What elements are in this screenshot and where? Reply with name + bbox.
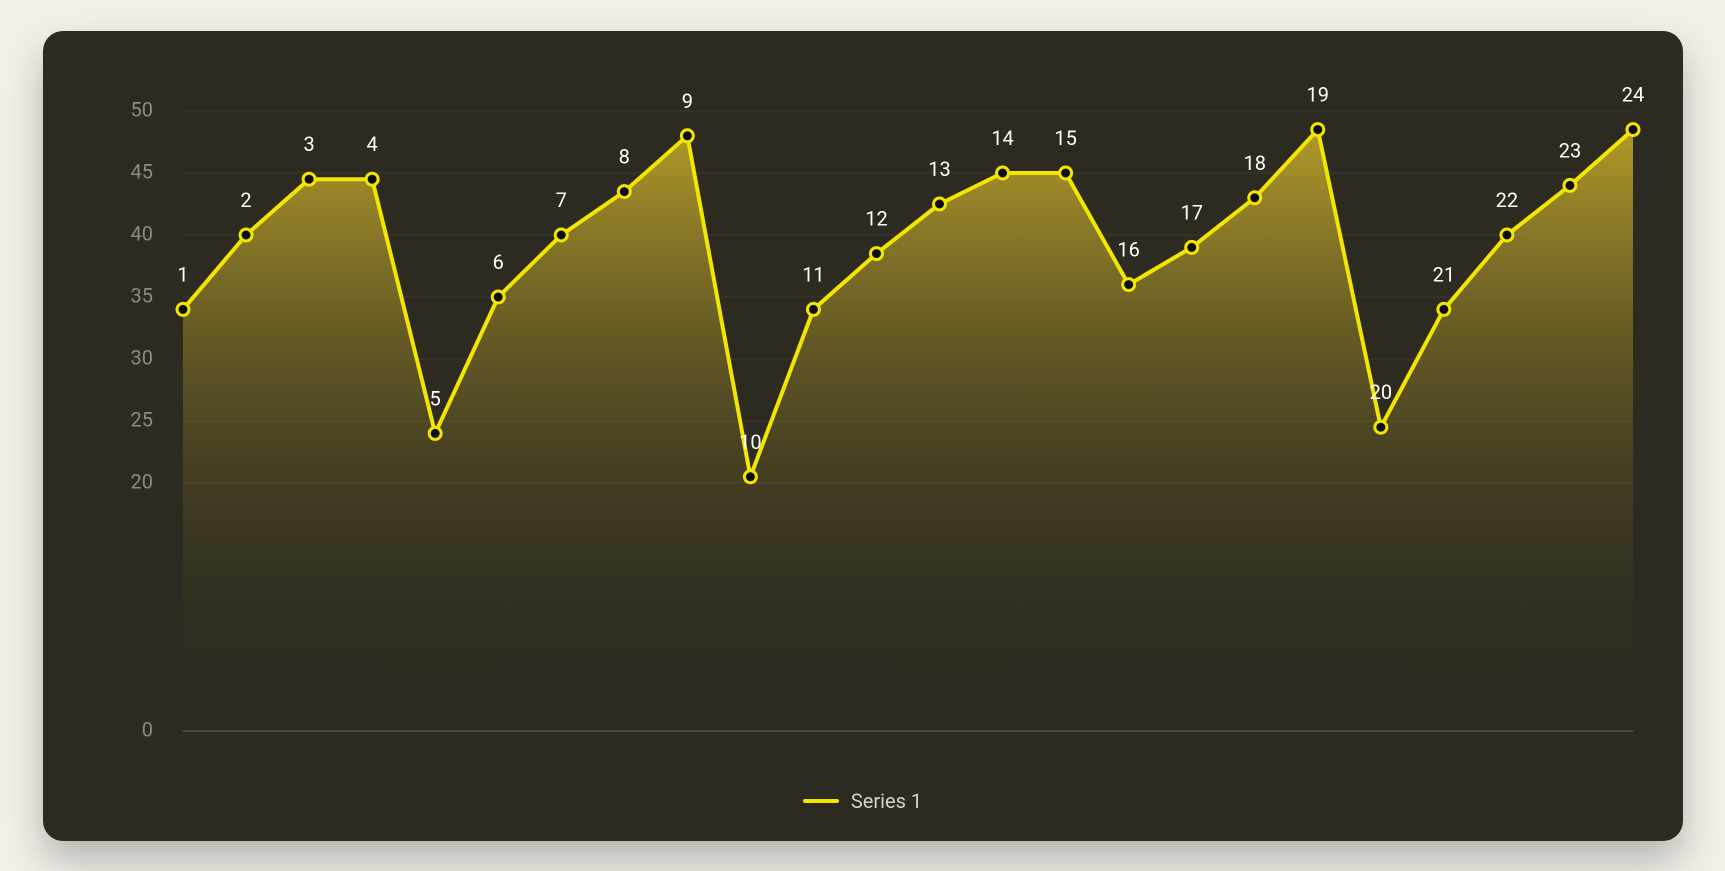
- data-point-label: 17: [1180, 200, 1202, 224]
- data-point-marker: [870, 247, 882, 259]
- data-point-marker: [1563, 179, 1575, 191]
- data-point-label: 15: [1054, 126, 1076, 150]
- data-point-label: 2: [240, 188, 251, 212]
- data-point-label: 4: [366, 132, 377, 156]
- data-point-label: 22: [1495, 188, 1517, 212]
- data-point-marker: [1437, 303, 1449, 315]
- y-axis-tick-label: 0: [141, 717, 152, 741]
- data-point-marker: [933, 198, 945, 210]
- data-point-marker: [1311, 123, 1323, 135]
- data-point-label: 18: [1243, 150, 1265, 174]
- legend-swatch: [803, 799, 839, 803]
- data-point-marker: [1122, 278, 1134, 290]
- data-point-marker: [429, 427, 441, 439]
- legend-label: Series 1: [851, 789, 922, 813]
- data-point-marker: [555, 229, 567, 241]
- data-point-label: 14: [991, 126, 1013, 150]
- y-axis-tick-label: 25: [130, 407, 152, 431]
- data-point-label: 6: [492, 250, 503, 274]
- data-point-label: 3: [303, 132, 314, 156]
- chart-card: 0202530354045501234567891011121314151617…: [43, 31, 1683, 841]
- data-point-label: 10: [739, 429, 761, 453]
- data-point-label: 13: [928, 157, 950, 181]
- data-point-label: 8: [618, 144, 629, 168]
- data-point-label: 20: [1369, 380, 1391, 404]
- y-axis-tick-label: 45: [130, 159, 152, 183]
- data-point-marker: [681, 129, 693, 141]
- data-point-label: 5: [429, 386, 440, 410]
- chart-legend: Series 1: [43, 789, 1683, 813]
- y-axis-tick-label: 50: [130, 97, 152, 121]
- data-point-marker: [996, 167, 1008, 179]
- data-point-label: 23: [1558, 138, 1580, 162]
- data-point-marker: [303, 173, 315, 185]
- data-point-marker: [1248, 191, 1260, 203]
- data-point-marker: [618, 185, 630, 197]
- data-point-label: 12: [865, 206, 887, 230]
- data-point-marker: [1059, 167, 1071, 179]
- data-point-marker: [366, 173, 378, 185]
- series-area: [183, 129, 1633, 730]
- data-point-label: 9: [681, 88, 692, 112]
- data-point-marker: [1627, 123, 1639, 135]
- y-axis-tick-label: 40: [130, 221, 152, 245]
- data-point-marker: [807, 303, 819, 315]
- data-point-label: 19: [1306, 82, 1328, 106]
- data-point-label: 24: [1621, 82, 1643, 106]
- data-point-label: 11: [802, 262, 824, 286]
- data-point-marker: [177, 303, 189, 315]
- data-point-label: 21: [1432, 262, 1454, 286]
- data-point-marker: [240, 229, 252, 241]
- y-axis-tick-label: 35: [130, 283, 152, 307]
- data-point-marker: [492, 291, 504, 303]
- data-point-marker: [1500, 229, 1512, 241]
- data-point-label: 1: [177, 262, 188, 286]
- y-axis-tick-label: 30: [130, 345, 152, 369]
- data-point-marker: [1374, 421, 1386, 433]
- data-point-label: 7: [555, 188, 566, 212]
- data-point-marker: [744, 470, 756, 482]
- data-point-label: 16: [1117, 237, 1139, 261]
- y-axis-tick-label: 20: [130, 469, 152, 493]
- data-point-marker: [1185, 241, 1197, 253]
- area-line-chart: 0202530354045501234567891011121314151617…: [43, 31, 1683, 841]
